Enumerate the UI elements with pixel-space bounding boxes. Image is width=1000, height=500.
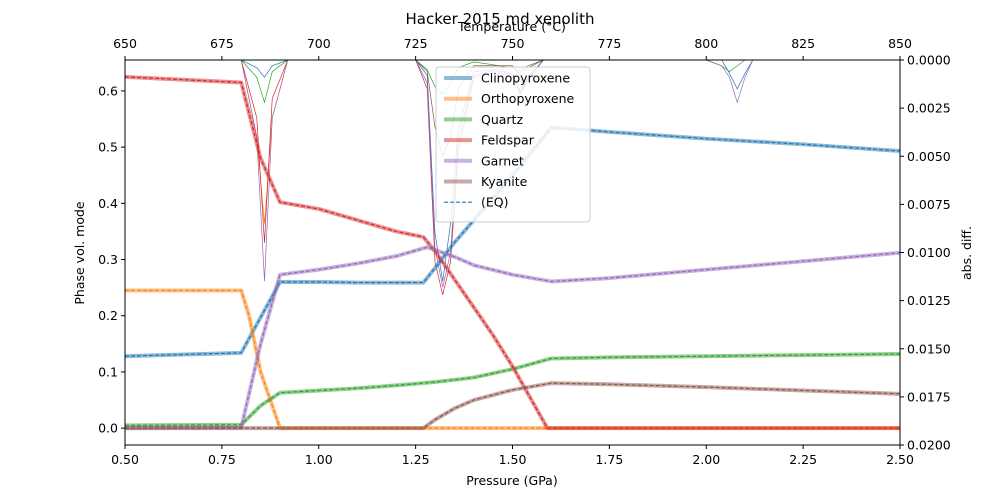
legend-label-feldspar: Feldspar [481,133,535,148]
right-y-tick-label: 0.0000 [907,53,951,68]
top-x-tick-label: 775 [597,36,621,51]
y-tick-label: 0.4 [98,196,118,211]
x-tick-label: 0.75 [208,452,236,467]
x-tick-label: 2.25 [789,452,817,467]
x-tick-label: 1.50 [499,452,527,467]
abs-diff-line-1 [125,60,900,224]
right-y-tick-label: 0.0025 [907,101,951,116]
top-x-tick-label: 750 [501,36,525,51]
eq-line-quartz [125,353,900,426]
legend-label-clinopyroxene: Clinopyroxene [481,71,570,86]
y-tick-label: 0.1 [98,364,118,379]
x-tick-label: 1.00 [305,452,333,467]
right-y-tick-label: 0.0125 [907,293,951,308]
chart-title: Hacker 2015 md xenolith [406,10,595,28]
legend-label-kyanite: Kyanite [481,174,528,189]
y-tick-label: 0.2 [98,308,118,323]
x-tick-label: 2.00 [692,452,720,467]
right-y-tick-label: 0.0200 [907,438,951,453]
right-y-tick-label: 0.0175 [907,389,951,404]
top-axis-label: Temperature (°C) [457,19,566,34]
eq-line-feldspar [125,76,900,429]
x-axis-label: Pressure (GPa) [466,473,557,488]
top-x-tick-label: 800 [694,36,718,51]
x-tick-label: 0.50 [111,452,139,467]
legend-label-quartz: Quartz [481,112,523,127]
top-x-tick-label: 650 [113,36,137,51]
legend-label-garnet: Garnet [481,153,524,168]
right-axis-label: abs. diff. [959,226,974,280]
legend: Clinopyroxene Orthopyroxene Quartz Feldspar… [435,66,591,223]
y-tick-label: 0.5 [98,140,118,155]
legend-label-eq: (EQ) [481,195,509,210]
top-x-tick-label: 675 [210,36,234,51]
top-x-tick-label: 850 [888,36,912,51]
y-axis-label: Phase vol. mode [72,201,87,305]
phase-mode-lines [125,74,900,431]
right-y-tick-label: 0.0075 [907,197,951,212]
x-tick-label: 2.50 [886,452,914,467]
top-x-tick-label: 725 [404,36,428,51]
y-tick-label: 0.0 [98,421,118,436]
axes: 0.50 0.75 1.00 1.25 1.50 1.75 2.00 2.25 2.500.00… [98,36,951,467]
x-tick-label: 1.75 [595,452,623,467]
top-x-tick-label: 700 [307,36,331,51]
eq-line-kyanite [125,382,900,429]
right-y-tick-label: 0.0150 [907,341,951,356]
eq-line-garnet [125,246,900,429]
y-tick-label: 0.6 [98,83,118,98]
right-y-tick-label: 0.0100 [907,245,951,260]
legend-label-orthopyroxene: Orthopyroxene [481,91,575,106]
right-y-tick-label: 0.0050 [907,149,951,164]
top-x-tick-label: 825 [791,36,815,51]
y-tick-label: 0.3 [98,252,118,267]
abs-diff-line-2 [125,60,900,104]
x-tick-label: 1.25 [402,452,430,467]
legend-box [435,66,591,223]
